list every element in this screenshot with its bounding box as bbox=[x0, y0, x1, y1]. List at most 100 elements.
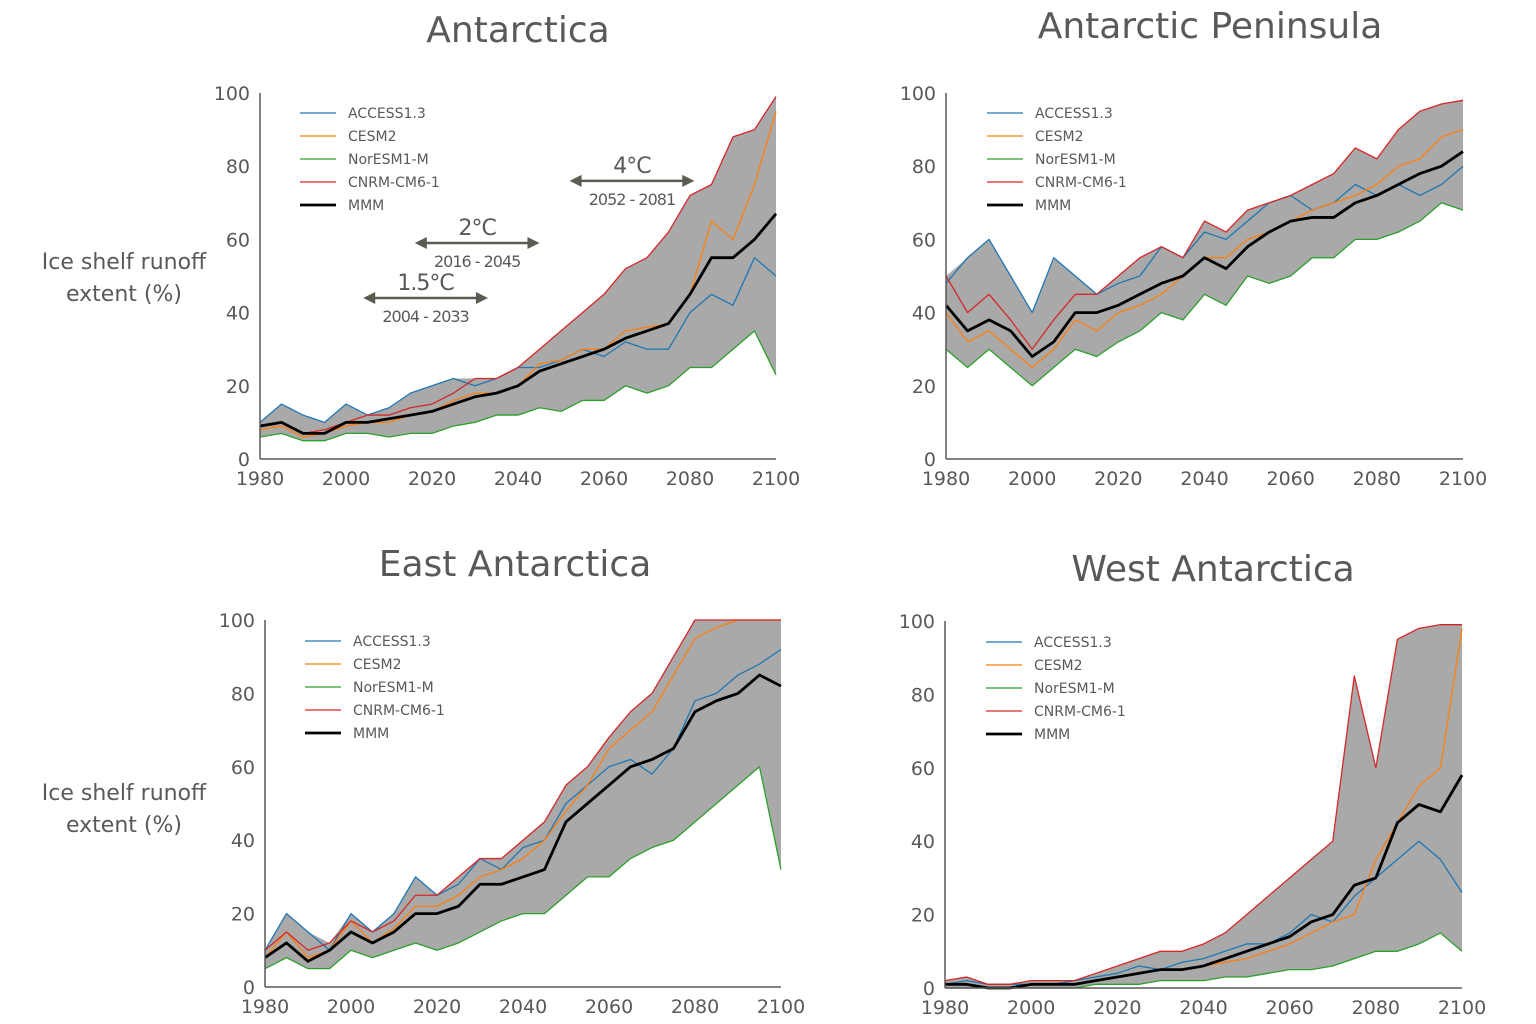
x-tick-label: 2040 bbox=[1180, 468, 1228, 490]
x-tick-label: 2060 bbox=[585, 996, 633, 1018]
x-tick-label: 2020 bbox=[408, 468, 456, 490]
x-tick-label: 1980 bbox=[236, 468, 284, 490]
legend-label: ACCESS1.3 bbox=[348, 106, 426, 122]
y-tick-label: 20 bbox=[231, 904, 255, 926]
x-tick-label: 1980 bbox=[241, 996, 289, 1018]
series-cnrm-cm6-1 bbox=[264, 619, 782, 951]
y-tick-label: 80 bbox=[912, 156, 936, 178]
y-tick-label: 60 bbox=[231, 757, 255, 779]
legend-label: CESM2 bbox=[1034, 658, 1083, 674]
arrow-head-left bbox=[414, 237, 427, 250]
legend-label: NorESM1-M bbox=[353, 680, 434, 696]
y-tick-label: 20 bbox=[226, 376, 250, 398]
arrow-head-right bbox=[475, 291, 488, 304]
x-tick-label: 2000 bbox=[327, 996, 375, 1018]
period-range-label: 2004 - 2033 bbox=[382, 307, 468, 326]
x-tick-label: 2040 bbox=[1179, 997, 1227, 1019]
x-tick-label: 2020 bbox=[1093, 997, 1141, 1019]
panel-title: East Antarctica bbox=[379, 544, 652, 585]
legend-label: NorESM1-M bbox=[1035, 152, 1116, 168]
y-tick-label: 0 bbox=[924, 449, 936, 471]
x-tick-label: 2080 bbox=[671, 996, 719, 1018]
y-tick-label: 80 bbox=[231, 683, 255, 705]
y-tick-label: 80 bbox=[911, 684, 935, 706]
arrow-head-right bbox=[527, 237, 540, 250]
x-tick-label: 2040 bbox=[499, 996, 547, 1018]
legend: ACCESS1.3 CESM2 NorESM1-M CNRM-CM6-1 MMM bbox=[300, 106, 440, 214]
y-tick-label: 20 bbox=[911, 905, 935, 927]
period-range-label: 2052 - 2081 bbox=[589, 190, 675, 209]
x-tick-label: 2100 bbox=[757, 996, 805, 1018]
legend-label: ACCESS1.3 bbox=[1034, 635, 1112, 651]
warming-level-label: 1.5°C bbox=[397, 271, 454, 296]
y-tick-label: 20 bbox=[912, 376, 936, 398]
model-range-envelope bbox=[265, 620, 781, 969]
y-tick-label: 40 bbox=[911, 831, 935, 853]
series-noresm1-m bbox=[259, 330, 777, 442]
y-tick-label: 60 bbox=[226, 229, 250, 251]
legend: ACCESS1.3 CESM2 NorESM1-M CNRM-CM6-1 MMM bbox=[986, 635, 1126, 743]
y-tick-label: 100 bbox=[214, 83, 250, 105]
y-tick-label: 0 bbox=[238, 449, 250, 471]
legend-label: MMM bbox=[1034, 727, 1070, 743]
model-range-envelope bbox=[945, 624, 1462, 988]
y-tick-label: 100 bbox=[219, 610, 255, 632]
arrow-head-left bbox=[569, 174, 582, 187]
y-tick-label: 80 bbox=[226, 156, 250, 178]
arrow-head-right bbox=[682, 174, 695, 187]
x-tick-label: 2060 bbox=[580, 468, 628, 490]
legend-label: MMM bbox=[353, 726, 389, 742]
series-mmm bbox=[259, 212, 778, 435]
y-tick-label: 0 bbox=[923, 978, 935, 1000]
legend-label: CESM2 bbox=[353, 657, 402, 673]
x-tick-label: 2080 bbox=[666, 468, 714, 490]
legend-label: NorESM1-M bbox=[348, 152, 429, 168]
y-tick-label: 40 bbox=[226, 303, 250, 325]
legend-label: NorESM1-M bbox=[1034, 681, 1115, 697]
x-tick-label: 2060 bbox=[1265, 997, 1313, 1019]
x-tick-label: 2020 bbox=[413, 996, 461, 1018]
x-tick-label: 2100 bbox=[752, 468, 800, 490]
y-axis-label: Ice shelf runoff bbox=[42, 781, 207, 806]
x-tick-label: 2000 bbox=[1008, 468, 1056, 490]
period-range-label: 2016 - 2045 bbox=[434, 252, 520, 271]
x-tick-label: 2080 bbox=[1352, 997, 1400, 1019]
warming-period-annotation: 4°C 2052 - 2081 bbox=[569, 154, 695, 209]
legend: ACCESS1.3 CESM2 NorESM1-M CNRM-CM6-1 MMM bbox=[987, 106, 1127, 214]
legend-label: CESM2 bbox=[1035, 129, 1084, 145]
y-tick-label: 60 bbox=[912, 229, 936, 251]
y-tick-label: 40 bbox=[231, 830, 255, 852]
y-axis-label: Ice shelf runoff bbox=[42, 250, 207, 275]
series-mmm bbox=[944, 774, 1464, 990]
x-tick-label: 2000 bbox=[1007, 997, 1055, 1019]
y-tick-label: 60 bbox=[911, 758, 935, 780]
legend: ACCESS1.3 CESM2 NorESM1-M CNRM-CM6-1 MMM bbox=[305, 634, 445, 742]
panel-antarctica: Antarctica Ice shelf runoff extent (%) 1980… bbox=[42, 10, 800, 490]
model-range-envelope bbox=[260, 96, 776, 441]
legend-label: MMM bbox=[348, 198, 384, 214]
arrow-head-left bbox=[363, 291, 376, 304]
x-tick-label: 1980 bbox=[922, 468, 970, 490]
legend-label: CNRM-CM6-1 bbox=[1035, 175, 1127, 191]
series-mmm bbox=[944, 150, 1464, 358]
legend-label: CNRM-CM6-1 bbox=[353, 703, 445, 719]
x-tick-label: 2060 bbox=[1266, 468, 1314, 490]
x-tick-label: 2100 bbox=[1438, 997, 1486, 1019]
x-tick-label: 2020 bbox=[1094, 468, 1142, 490]
legend-label: ACCESS1.3 bbox=[1035, 106, 1113, 122]
y-tick-label: 100 bbox=[900, 83, 936, 105]
legend-label: CESM2 bbox=[348, 129, 397, 145]
warming-period-annotation: 1.5°C 2004 - 2033 bbox=[363, 271, 488, 326]
legend-label: ACCESS1.3 bbox=[353, 634, 431, 650]
x-tick-label: 2080 bbox=[1353, 468, 1401, 490]
warming-level-label: 4°C bbox=[613, 154, 651, 179]
panel-title: West Antarctica bbox=[1071, 549, 1354, 590]
x-tick-label: 2100 bbox=[1439, 468, 1487, 490]
panel-title: Antarctic Peninsula bbox=[1038, 6, 1383, 47]
warming-level-label: 2°C bbox=[458, 216, 496, 241]
model-range-envelope bbox=[946, 100, 1463, 386]
